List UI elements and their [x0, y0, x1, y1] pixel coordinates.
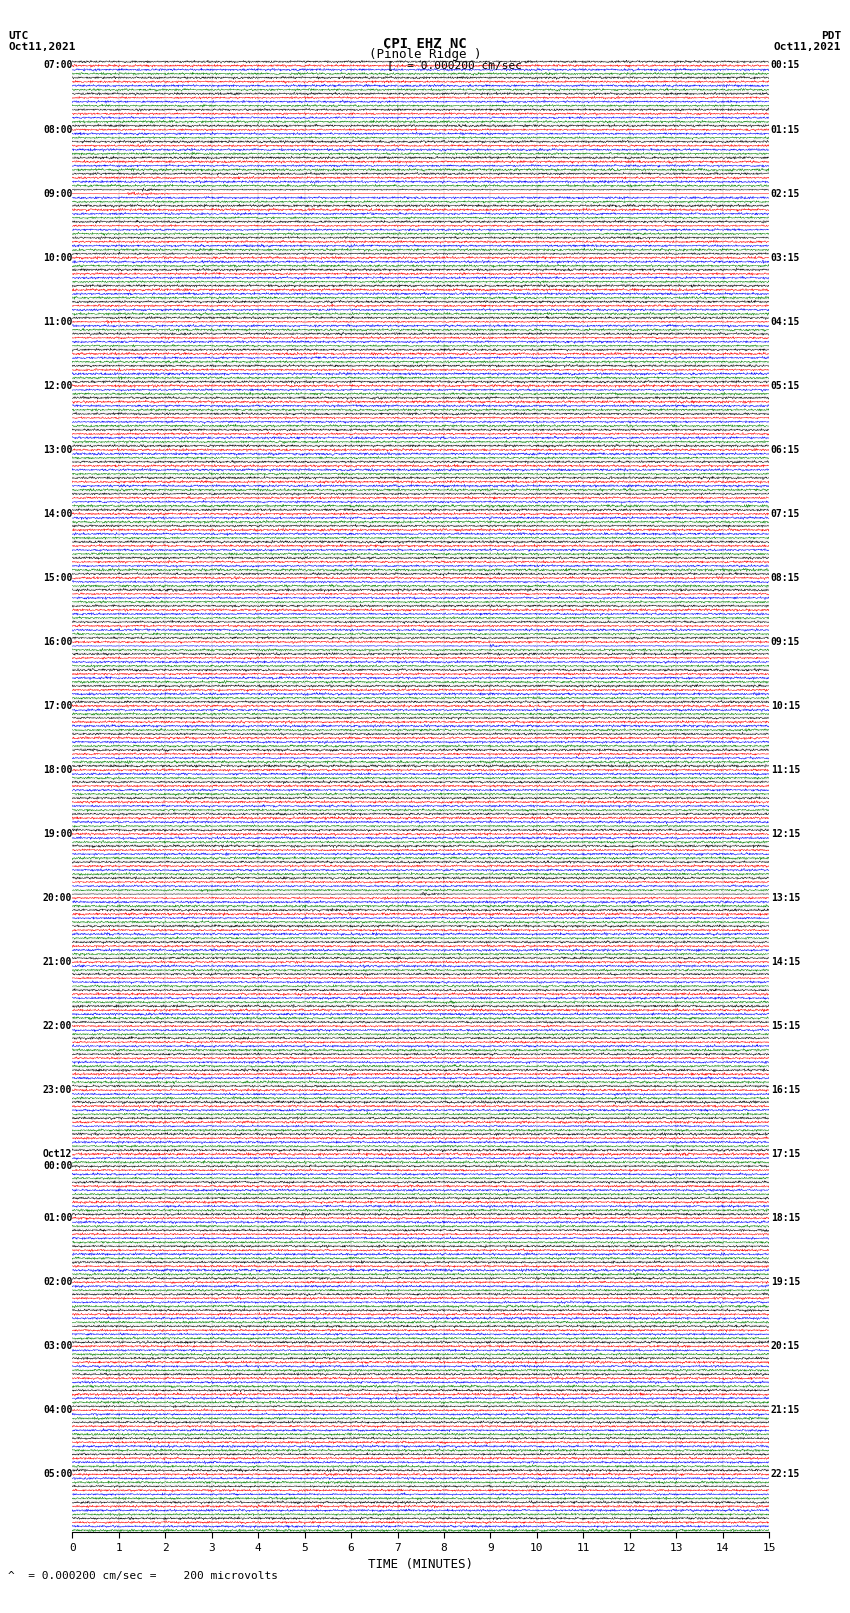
Text: 17:15: 17:15 — [771, 1148, 800, 1160]
Text: 02:00: 02:00 — [42, 1277, 72, 1287]
Text: 19:00: 19:00 — [42, 829, 72, 839]
Text: 17:00: 17:00 — [42, 700, 72, 711]
Text: 07:15: 07:15 — [771, 508, 800, 519]
Text: 10:00: 10:00 — [42, 253, 72, 263]
Text: 14:15: 14:15 — [771, 957, 800, 966]
Text: 03:15: 03:15 — [771, 253, 800, 263]
Text: 04:00: 04:00 — [42, 1405, 72, 1415]
Text: 04:15: 04:15 — [771, 316, 800, 326]
Text: 07:00: 07:00 — [42, 60, 72, 71]
Text: 01:00: 01:00 — [42, 1213, 72, 1223]
Text: 12:15: 12:15 — [771, 829, 800, 839]
Text: 08:00: 08:00 — [42, 124, 72, 134]
Text: 09:00: 09:00 — [42, 189, 72, 198]
Text: 11:15: 11:15 — [771, 765, 800, 774]
Text: 01:15: 01:15 — [771, 124, 800, 134]
Text: Oct11,2021: Oct11,2021 — [774, 42, 842, 52]
Text: 16:15: 16:15 — [771, 1086, 800, 1095]
Text: 22:15: 22:15 — [771, 1469, 800, 1479]
Text: Oct12
00:00: Oct12 00:00 — [42, 1148, 72, 1171]
Text: UTC: UTC — [8, 31, 29, 40]
Text: CPI EHZ NC: CPI EHZ NC — [383, 37, 467, 52]
Text: 08:15: 08:15 — [771, 573, 800, 582]
Text: Oct11,2021: Oct11,2021 — [8, 42, 76, 52]
Text: 05:15: 05:15 — [771, 381, 800, 390]
Text: 19:15: 19:15 — [771, 1277, 800, 1287]
Text: 10:15: 10:15 — [771, 700, 800, 711]
Text: PDT: PDT — [821, 31, 842, 40]
Text: 20:00: 20:00 — [42, 894, 72, 903]
Text: 12:00: 12:00 — [42, 381, 72, 390]
Text: [  = 0.000200 cm/sec: [ = 0.000200 cm/sec — [387, 60, 522, 69]
Text: 23:00: 23:00 — [42, 1086, 72, 1095]
Text: 18:15: 18:15 — [771, 1213, 800, 1223]
Text: 02:15: 02:15 — [771, 189, 800, 198]
Text: 14:00: 14:00 — [42, 508, 72, 519]
Text: 20:15: 20:15 — [771, 1340, 800, 1352]
Text: 05:00: 05:00 — [42, 1469, 72, 1479]
Text: 06:15: 06:15 — [771, 445, 800, 455]
Text: 13:15: 13:15 — [771, 894, 800, 903]
Text: 18:00: 18:00 — [42, 765, 72, 774]
Text: 11:00: 11:00 — [42, 316, 72, 326]
Text: 15:00: 15:00 — [42, 573, 72, 582]
Text: 21:15: 21:15 — [771, 1405, 800, 1415]
Text: 16:00: 16:00 — [42, 637, 72, 647]
Text: 00:15: 00:15 — [771, 60, 800, 71]
Text: 21:00: 21:00 — [42, 957, 72, 966]
X-axis label: TIME (MINUTES): TIME (MINUTES) — [368, 1558, 473, 1571]
Text: 13:00: 13:00 — [42, 445, 72, 455]
Text: 22:00: 22:00 — [42, 1021, 72, 1031]
Text: ^  = 0.000200 cm/sec =    200 microvolts: ^ = 0.000200 cm/sec = 200 microvolts — [8, 1571, 279, 1581]
Text: 15:15: 15:15 — [771, 1021, 800, 1031]
Text: 09:15: 09:15 — [771, 637, 800, 647]
Text: 03:00: 03:00 — [42, 1340, 72, 1352]
Text: (Pinole Ridge ): (Pinole Ridge ) — [369, 48, 481, 61]
